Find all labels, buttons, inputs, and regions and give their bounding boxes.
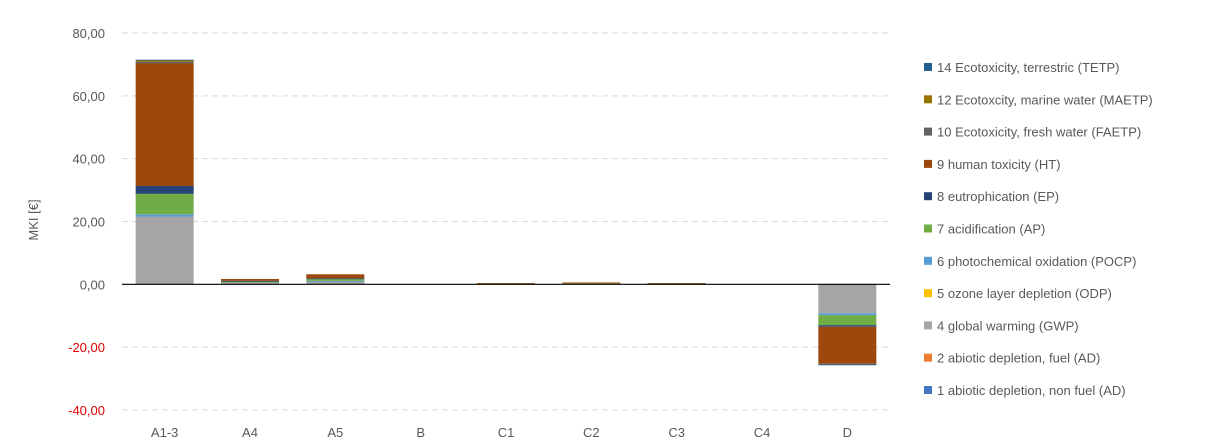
legend-swatch bbox=[924, 127, 932, 136]
bar-segment bbox=[562, 282, 621, 284]
legend-label: 2 abiotic depletion, fuel (AD) bbox=[937, 351, 1100, 366]
x-tick-label: D bbox=[843, 425, 852, 440]
legend-label: 4 global warming (GWP) bbox=[937, 318, 1079, 333]
x-tick-label: C1 bbox=[498, 425, 515, 440]
x-tick-label: A1-3 bbox=[151, 425, 178, 440]
x-tick-label: A5 bbox=[327, 425, 343, 440]
bar-segment bbox=[135, 61, 194, 64]
y-tick-label: -40,00 bbox=[68, 403, 105, 418]
legend-label: 1 abiotic depletion, non fuel (AD) bbox=[937, 383, 1126, 398]
x-tick-label: C4 bbox=[754, 425, 771, 440]
legend-label: 8 eutrophication (EP) bbox=[937, 189, 1059, 204]
bar-segment bbox=[818, 313, 877, 316]
bar-segment bbox=[818, 364, 877, 366]
bar-segment bbox=[306, 280, 365, 282]
bar-segment bbox=[221, 278, 279, 281]
y-tick-label: 60,00 bbox=[72, 89, 105, 104]
y-tick-label: 0,00 bbox=[80, 277, 105, 292]
legend-swatch bbox=[924, 95, 932, 104]
bar-segment bbox=[135, 185, 194, 194]
legend-label: 14 Ecotoxicity, terrestric (TETP) bbox=[937, 60, 1120, 75]
x-tick-label: B bbox=[416, 425, 425, 440]
bar-segment bbox=[818, 326, 877, 364]
legend-swatch bbox=[924, 63, 932, 71]
bar-segment bbox=[306, 278, 365, 280]
bar-segment bbox=[221, 282, 279, 285]
legend-label: 9 human toxicity (HT) bbox=[937, 157, 1061, 172]
y-tick-label: 40,00 bbox=[72, 152, 105, 167]
bar-segment bbox=[306, 281, 365, 285]
bar-segment bbox=[818, 284, 877, 314]
legend-label: 12 Ecotoxcity, marine water (MAETP) bbox=[937, 92, 1153, 107]
y-tick-label: 20,00 bbox=[72, 215, 105, 230]
bar-segment bbox=[135, 59, 194, 61]
y-tick-label: 80,00 bbox=[72, 26, 105, 41]
legend-swatch bbox=[924, 386, 932, 394]
x-tick-label: C3 bbox=[668, 425, 685, 440]
bar-segment bbox=[135, 60, 194, 62]
bars bbox=[135, 59, 877, 366]
legend-swatch bbox=[924, 289, 932, 298]
bar-segment bbox=[818, 315, 877, 326]
x-axis-ticks: A1-3 A4 A5 B C1 C2 C3 C4 D bbox=[151, 425, 852, 440]
y-tick-label: -20,00 bbox=[68, 340, 105, 355]
legend-label: 6 photochemical oxidation (POCP) bbox=[937, 254, 1136, 269]
legend-label: 10 Ecotoxicity, fresh water (FAETP) bbox=[937, 125, 1141, 140]
legend: 14 Ecotoxicity, terrestric (TETP) 12 Ecot… bbox=[924, 60, 1153, 398]
bar-segment bbox=[818, 325, 877, 327]
bar-segment bbox=[221, 281, 279, 283]
bar-segment bbox=[306, 274, 365, 279]
bar-segment bbox=[135, 216, 194, 285]
bar-segment bbox=[306, 278, 365, 281]
bar-segment bbox=[135, 214, 194, 217]
legend-swatch bbox=[924, 256, 932, 265]
bar-segment bbox=[477, 283, 535, 284]
legend-swatch bbox=[924, 224, 932, 233]
legend-swatch bbox=[924, 159, 932, 168]
legend-swatch bbox=[924, 321, 932, 330]
legend-swatch bbox=[924, 353, 932, 362]
bar-segment bbox=[221, 280, 279, 282]
x-tick-label: A4 bbox=[242, 425, 258, 440]
bar-segment bbox=[818, 363, 877, 365]
y-axis-label: MKI [€] bbox=[26, 199, 41, 240]
x-tick-label: C2 bbox=[583, 425, 600, 440]
legend-label: 7 acidification (AP) bbox=[937, 222, 1045, 237]
gridlines bbox=[122, 32, 890, 411]
legend-swatch bbox=[924, 192, 932, 201]
y-axis-ticks: -40,00 -20,00 0,00 20,00 40,00 60,00 80,00 bbox=[68, 26, 105, 418]
legend-label: 5 ozone layer depletion (ODP) bbox=[937, 286, 1112, 301]
bar-segment bbox=[135, 193, 194, 215]
bar-segment bbox=[135, 63, 194, 186]
bar-segment bbox=[647, 283, 706, 284]
